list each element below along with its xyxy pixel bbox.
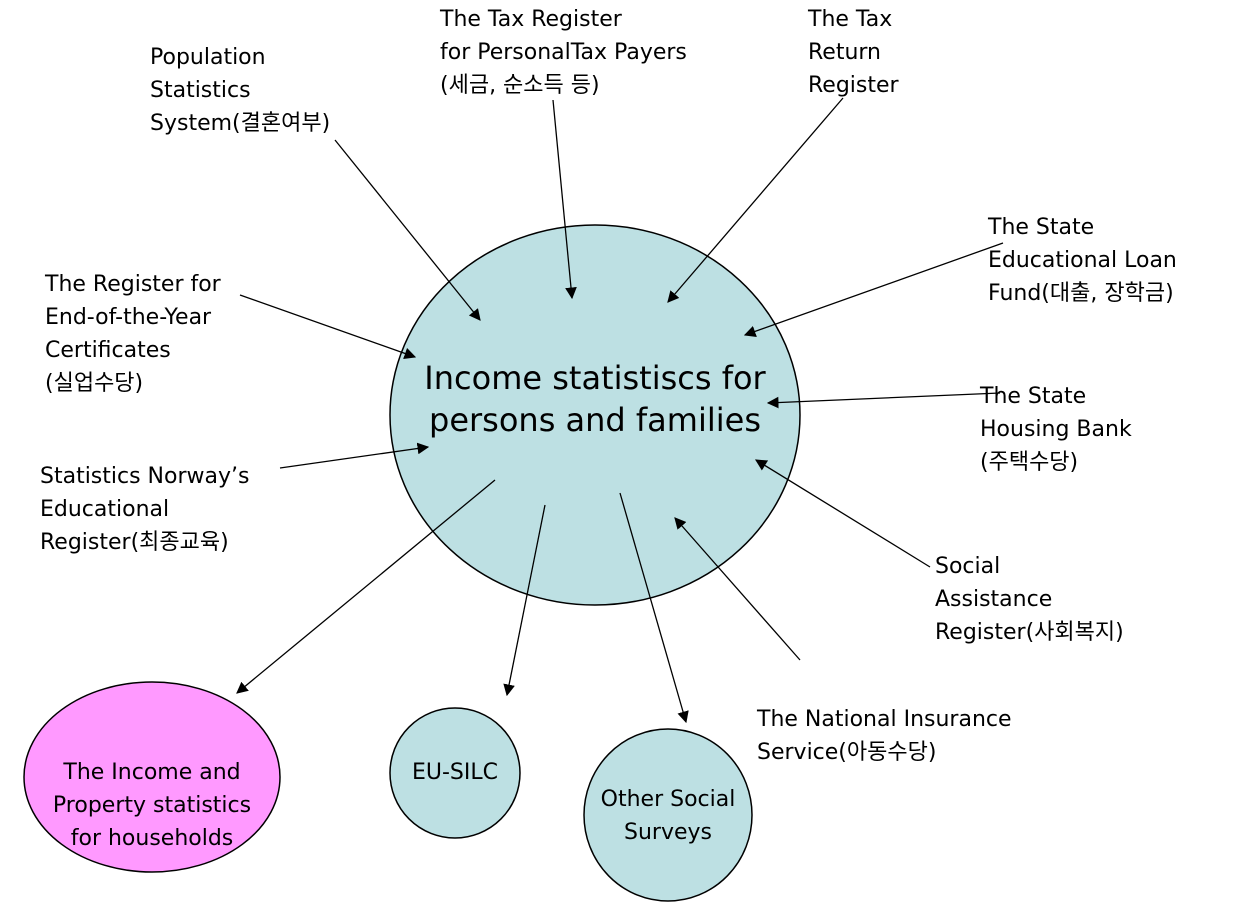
arrow bbox=[755, 459, 931, 568]
arrows bbox=[236, 97, 1004, 724]
output-node bbox=[389, 707, 521, 839]
source-label: Housing Bank bbox=[980, 417, 1132, 442]
output-label: The Income and bbox=[62, 760, 240, 785]
center-node bbox=[389, 224, 801, 606]
source-label: Fund(대출, 장학금) bbox=[988, 281, 1174, 306]
source-label: Certificates bbox=[45, 338, 171, 363]
output-label: EU-SILC bbox=[412, 760, 498, 785]
arrow bbox=[236, 479, 496, 694]
source-label: End-of-the-Year bbox=[45, 305, 212, 330]
output-node bbox=[23, 681, 281, 873]
source-label: (세금, 순소득 등) bbox=[440, 73, 600, 98]
source-label: Register(사회복지) bbox=[935, 620, 1124, 645]
source-label: (주택수당) bbox=[980, 450, 1078, 475]
source-label: Social bbox=[935, 554, 1000, 579]
source-label: Educational Loan bbox=[988, 248, 1177, 273]
arrow bbox=[766, 392, 1001, 409]
center-label: persons and families bbox=[429, 401, 761, 439]
output-label: Other Social bbox=[601, 787, 736, 812]
arrow bbox=[552, 99, 577, 300]
arrow bbox=[743, 242, 1004, 337]
source-label: Educational bbox=[40, 497, 169, 522]
source-label: (실업수당) bbox=[45, 371, 143, 396]
source-label: Population bbox=[150, 45, 266, 70]
source-label: The Tax Register bbox=[439, 7, 623, 32]
source-label: Register bbox=[808, 73, 900, 98]
source-label: The Register for bbox=[44, 272, 222, 297]
source-label: Service(아동수당) bbox=[757, 740, 936, 765]
source-label: The National Insurance bbox=[756, 707, 1012, 732]
source-label: Statistics Norway’s bbox=[40, 464, 249, 489]
source-label: The Tax bbox=[807, 7, 892, 32]
center-label: Income statistiscs for bbox=[424, 359, 766, 397]
arrow bbox=[667, 97, 844, 303]
source-label: Return bbox=[808, 40, 881, 65]
output-label: Surveys bbox=[624, 820, 712, 845]
arrow bbox=[674, 517, 801, 661]
arrow bbox=[239, 294, 417, 359]
source-label: Statistics bbox=[150, 78, 251, 103]
source-label: Assistance bbox=[935, 587, 1052, 612]
output-label: Property statistics bbox=[53, 793, 251, 818]
arrow bbox=[279, 442, 430, 469]
source-label: for PersonalTax Payers bbox=[440, 40, 687, 65]
output-label: for households bbox=[71, 826, 234, 851]
source-label: System(결혼여부) bbox=[150, 111, 330, 136]
arrow bbox=[503, 504, 546, 697]
arrow bbox=[334, 139, 481, 321]
source-label: The State bbox=[987, 215, 1094, 240]
source-label: Register(최종교육) bbox=[40, 530, 229, 555]
output-node bbox=[583, 728, 753, 902]
arrow bbox=[619, 492, 689, 724]
source-label: The State bbox=[979, 384, 1086, 409]
